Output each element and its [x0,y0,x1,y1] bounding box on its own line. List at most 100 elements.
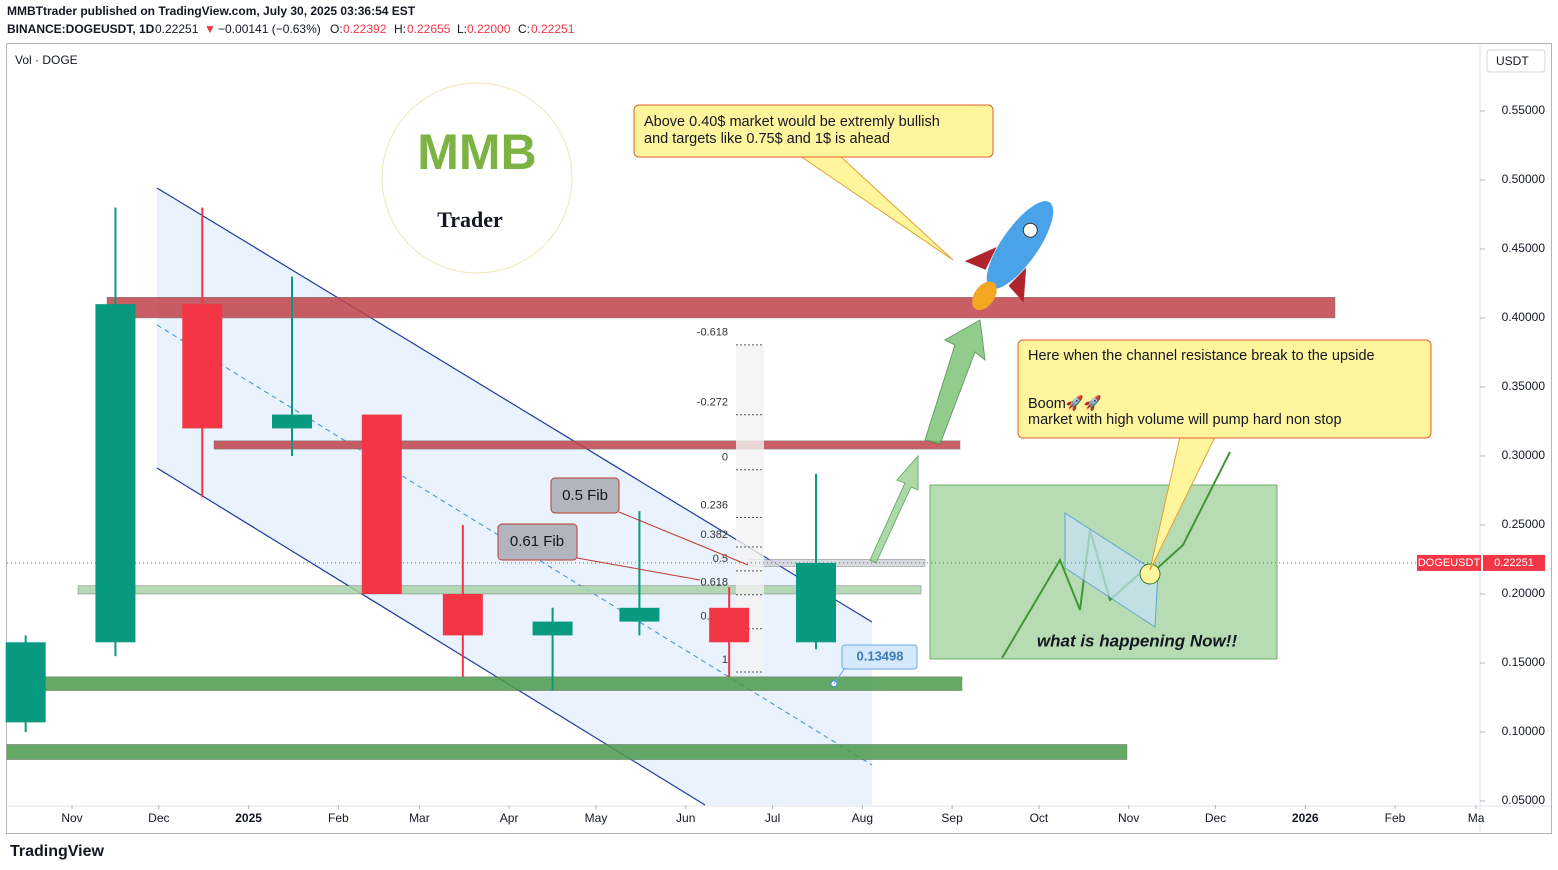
fib-label: 0.618 [700,577,728,589]
fib-label: 0 [722,452,728,464]
h-label: H: [394,22,406,36]
x-tick-label: Sep [941,811,963,825]
o: 0.22392 [343,22,387,36]
callout-text: Boom🚀🚀 [1028,394,1102,412]
breakout-marker [1139,563,1161,585]
x-tick-label: Dec [148,811,169,825]
fib-label: 0.382 [700,529,728,541]
now-text: what is happening Now!! [1037,631,1238,650]
x-tick-label: Nov [1118,811,1139,825]
x-tick-label: May [585,811,608,825]
arrow [869,454,919,564]
change: −0.00141 (−0.63%) [218,22,321,36]
x-tick-label: Jun [676,811,695,825]
callout-text: 0.5 Fib [562,487,608,504]
candle-body [709,607,750,643]
zone [77,585,922,595]
callout-text: Above 0.40$ market would be extremly bul… [644,114,940,130]
y-tick-label: 0.05000 [1502,793,1546,807]
candle-body [796,562,837,643]
y-tick-label: 0.30000 [1502,448,1546,462]
zone [213,440,961,450]
x-tick-label: 2025 [235,811,262,825]
x-tick-label: Feb [1385,811,1406,825]
candle-body [532,621,573,636]
candle-body [95,304,136,643]
symbol-tag [1417,554,1481,571]
callout-text: 0.61 Fib [510,533,564,550]
candle-body [272,414,313,429]
volume-label: Vol · DOGE [15,53,78,67]
y-tick-label: 0.45000 [1502,241,1546,255]
x-tick-label: Apr [500,811,519,825]
frame [6,43,1552,834]
x-tick-label: Jul [765,811,780,825]
callout-pointer [618,511,749,566]
x-tick-label: Ma [1468,811,1485,825]
price-label: 0.13498 [857,648,904,663]
callout [633,104,994,158]
publisher: MMBTtrader published on TradingView.com,… [7,4,416,18]
x-tick-label: Oct [1030,811,1049,825]
symbol-line: BINANCE:DOGEUSDT, 1D 0.22251 ▼ −0.00141 … [7,22,575,36]
price: 0.22251 [155,22,199,36]
rocket [964,201,1054,311]
l-label: L: [457,22,467,36]
fib-label: -0.618 [697,327,728,339]
c: 0.22251 [531,22,575,36]
candle-body [361,414,402,594]
symbol-tag-text: DOGEUSDT [1418,557,1481,569]
y-tick-label: 0.10000 [1502,724,1546,738]
logo [381,82,573,274]
logo-sub: Trader [437,207,503,232]
zone [749,559,926,567]
h: 0.22655 [407,22,451,36]
mini-channel [1064,512,1159,628]
y-tick-label: 0.40000 [1502,310,1546,324]
price-tag-text: 0.22251 [1494,557,1534,569]
callout-pointer [798,155,954,261]
l: 0.22000 [467,22,511,36]
y-tick-label: 0.25000 [1502,517,1546,531]
candle-body [182,304,223,429]
callout [550,477,620,514]
callout-text: market with high volume will pump hard n… [1028,412,1342,428]
fib-label: 0.5 [713,553,728,565]
x-tick-label: Mar [409,811,430,825]
currency-button[interactable] [1486,49,1546,73]
x-tick-label: Dec [1205,811,1226,825]
symbol: BINANCE:DOGEUSDT, 1D [7,22,155,36]
price-label-box [841,644,918,670]
x-tick-label: Feb [328,811,349,825]
o-label: O: [330,22,343,36]
y-tick-label: 0.55000 [1502,103,1546,117]
candle-body [5,642,46,723]
price-label-pointer [833,667,846,685]
x-tick-label: Nov [61,811,82,825]
candle-body [442,593,483,636]
fib-label: 1 [722,654,728,666]
footer: TradingView [10,843,105,860]
channel-fill [157,188,872,805]
y-tick-label: 0.35000 [1502,379,1546,393]
callout [1017,339,1432,439]
callout-text: and targets like 0.75$ and 1$ is ahead [644,131,890,147]
price-tag [1483,554,1545,571]
fib-label: 0.236 [700,499,728,511]
zone [6,676,963,691]
arrow: ▼ [204,22,216,36]
callout-pointer [576,557,701,581]
c-label: C: [518,22,530,36]
candle-body [619,607,660,622]
zone [6,744,1128,760]
callout-text: Here when the channel resistance break t… [1028,348,1375,364]
y-tick-label: 0.50000 [1502,172,1546,186]
x-tick-label: Aug [852,811,873,825]
fib-label: -0.272 [697,397,728,409]
y-tick-label: 0.15000 [1502,655,1546,669]
logo-text: MMB [417,124,536,180]
x-tick-label: 2026 [1292,811,1319,825]
y-tick-label: 0.20000 [1502,586,1546,600]
